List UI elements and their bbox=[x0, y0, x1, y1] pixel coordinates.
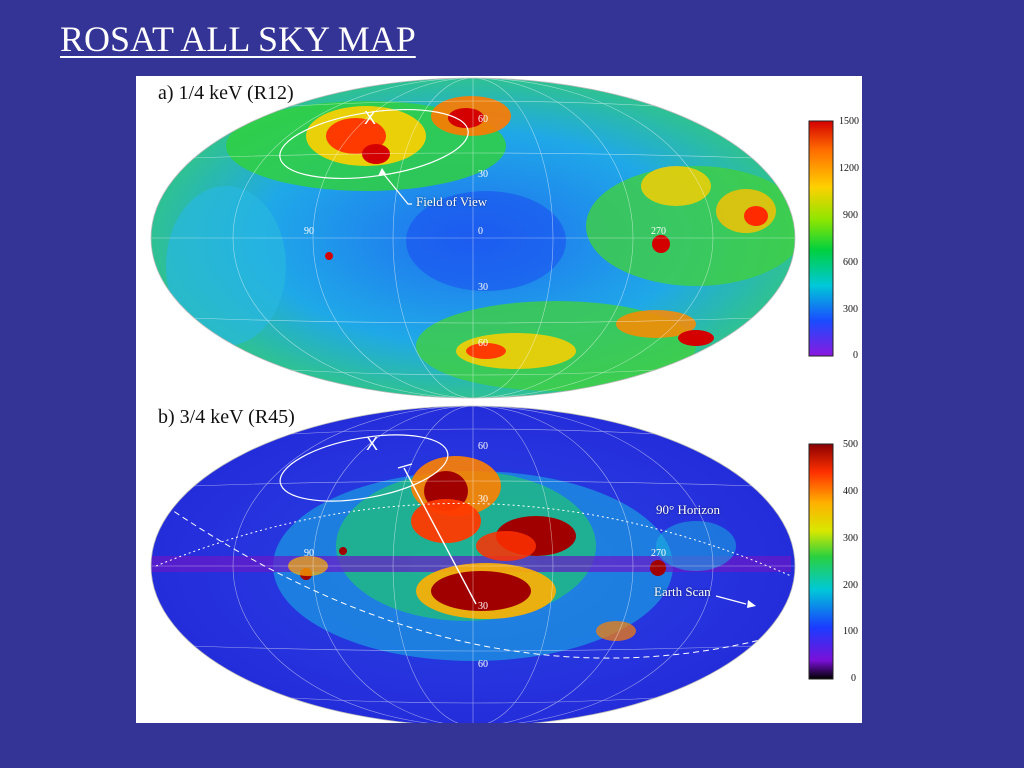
sky-map-figure: a) 1/4 keV (R12) bbox=[136, 76, 862, 723]
coord-label: 30 bbox=[478, 601, 488, 612]
field-of-view-label: Field of View bbox=[416, 194, 488, 209]
coord-label: 60 bbox=[478, 114, 488, 125]
earth-scan-label: Earth Scan bbox=[654, 584, 711, 599]
colorbar-a-tick: 1500 bbox=[839, 116, 859, 127]
coord-label: 60 bbox=[478, 659, 488, 670]
colorbar-b-tick: 200 bbox=[843, 580, 858, 591]
x-marker: X bbox=[364, 108, 377, 128]
horizon-label: 90° Horizon bbox=[656, 502, 721, 517]
colorbar-a-tick: 300 bbox=[843, 304, 858, 315]
coord-label: 60 bbox=[478, 441, 488, 452]
colorbar-a-tick: 1200 bbox=[839, 163, 859, 174]
coord-label: 30 bbox=[478, 494, 488, 505]
coord-label: 30 bbox=[478, 282, 488, 293]
slide-title: ROSAT ALL SKY MAP bbox=[60, 19, 416, 59]
colorbar-b-tick: 0 bbox=[851, 673, 856, 684]
coord-label: 270 bbox=[651, 548, 666, 559]
panel-a-label: a) 1/4 keV (R12) bbox=[158, 82, 294, 104]
panel-b-label: b) 3/4 keV (R45) bbox=[158, 406, 295, 428]
map-b bbox=[151, 406, 795, 723]
coord-label: 270 bbox=[651, 226, 666, 237]
coord-label: 30 bbox=[478, 169, 488, 180]
colorbar-b-tick: 300 bbox=[843, 533, 858, 544]
colorbar-b-tick: 100 bbox=[843, 626, 858, 637]
sky-maps-drawing bbox=[150, 77, 834, 723]
coord-label: 90 bbox=[304, 548, 314, 559]
coord-label: 90 bbox=[304, 226, 314, 237]
coord-label: 0 bbox=[478, 226, 483, 237]
colorbar-a-tick: 900 bbox=[843, 210, 858, 221]
colorbar-b-tick: 400 bbox=[843, 486, 858, 497]
colorbar-a-tick: 600 bbox=[843, 257, 858, 268]
colorbar-a-tick: 0 bbox=[853, 350, 858, 361]
map-a bbox=[151, 78, 795, 398]
colorbar-b-tick: 500 bbox=[843, 439, 858, 450]
coord-label: 60 bbox=[478, 338, 488, 349]
x-marker: X bbox=[366, 434, 379, 454]
